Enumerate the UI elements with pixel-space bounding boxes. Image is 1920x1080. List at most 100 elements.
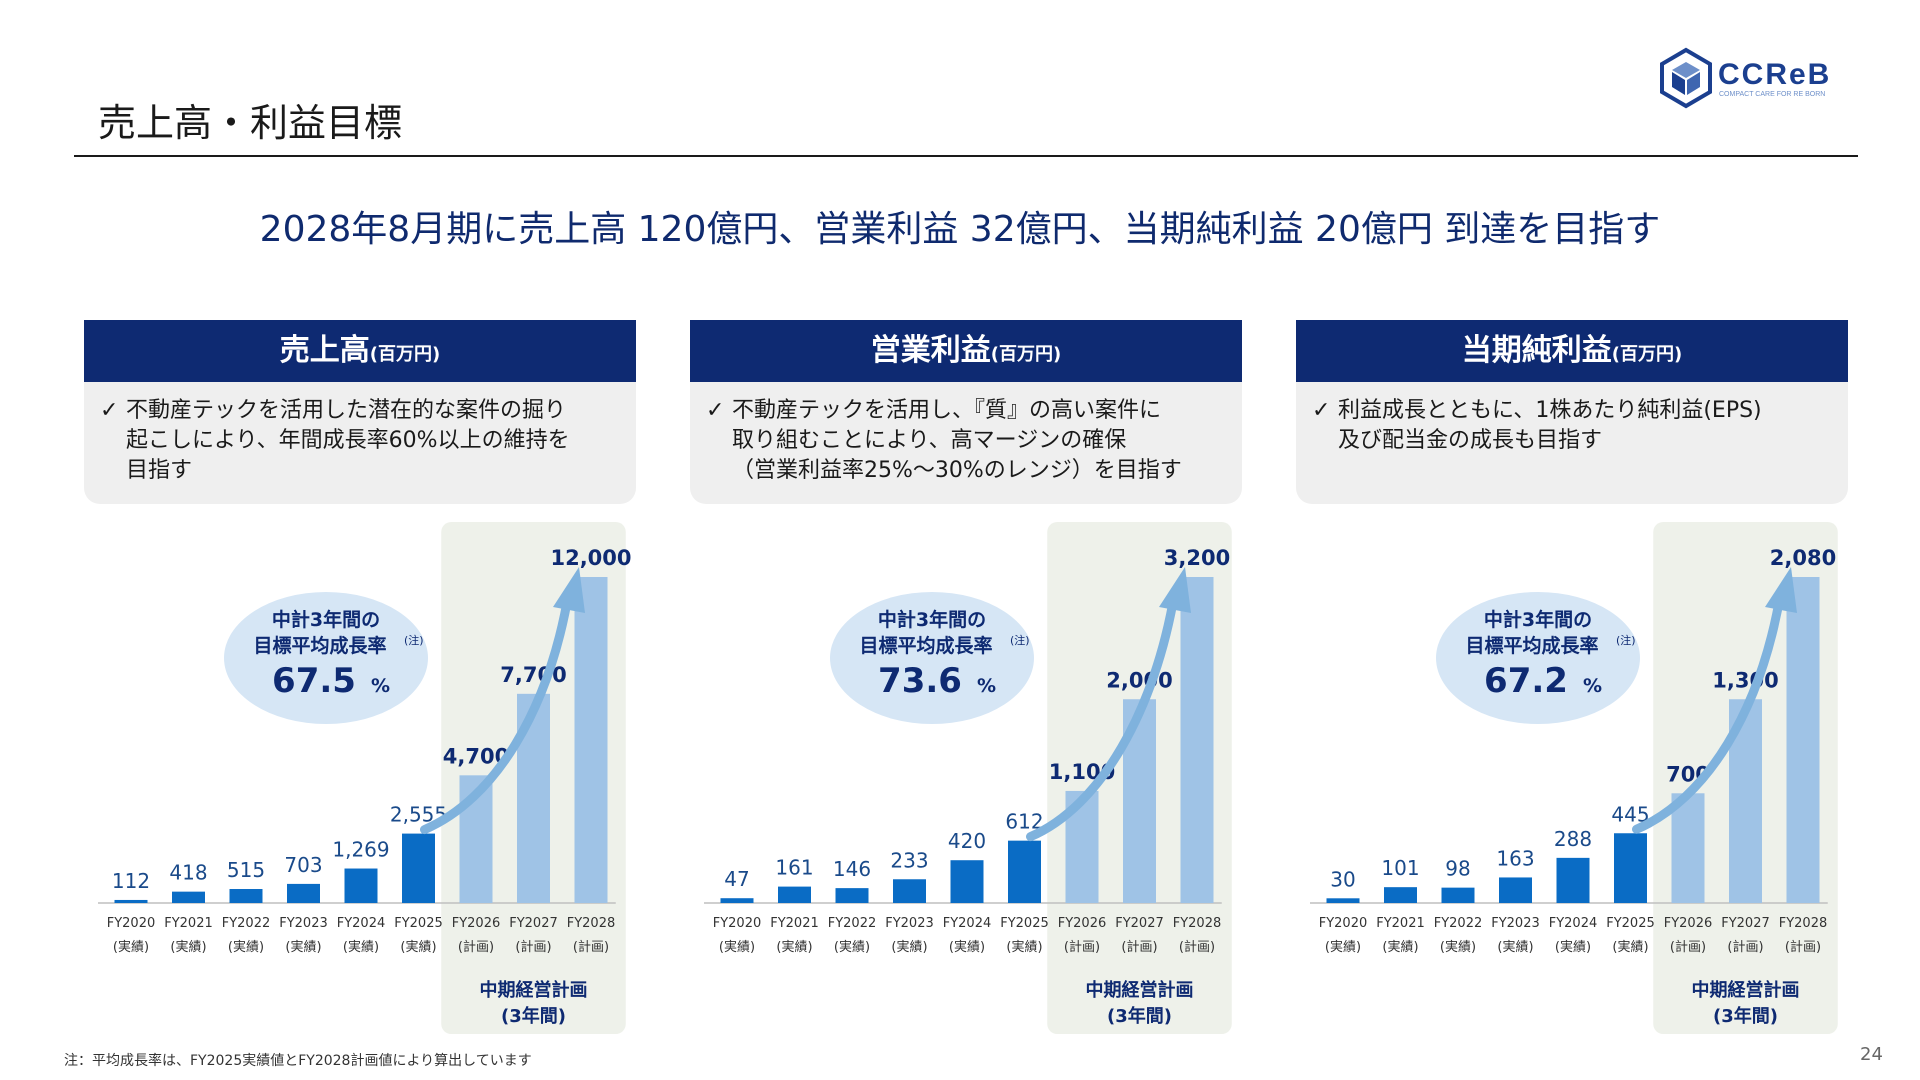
plan-band-sublabel: (3年間) [1107,1005,1172,1027]
checkmark-icon: ✓ [100,398,119,423]
panel-sales: 売上高(百万円) ✓ 不動産テックを活用した潜在的な案件の掘り 起こしにより、年間… [84,320,636,504]
data-label: 30 [1330,867,1355,891]
panel-note-text: 不動産テックを活用した潜在的な案件の掘り 起こしにより、年間成長率60%以上の維… [126,398,570,483]
panel-note: ✓ 不動産テックを活用し、『質』の高い案件に 取り組むことにより、高マージンの確保… [690,382,1242,504]
data-label: 1,269 [332,838,389,862]
panel-heading-label: 当期純利益 [1461,333,1612,368]
x-tick-sublabel: (計画) [1785,939,1821,955]
cagr-unit: % [371,675,390,697]
footnote: 注：平均成長率は、FY2025実績値とFY2028計画値により算出しています [64,1053,532,1069]
panel-heading-label: 売上高 [279,333,370,368]
panel-note-text: 不動産テックを活用し、『質』の高い案件に 取り組むことにより、高マージンの確保 … [732,398,1182,483]
plan-band-sublabel: (3年間) [501,1005,566,1027]
plan-band-label: 中期経営計画 [480,979,588,1001]
x-tick-sublabel: (実績) [1325,939,1361,955]
x-tick-label: FY2024 [337,916,386,931]
x-tick-label: FY2028 [1779,916,1828,931]
logo-wordmark: CCReB [1718,58,1831,91]
x-tick-sublabel: (計画) [458,939,494,955]
data-label: 3,200 [1164,546,1230,570]
company-logo: CCReB COMPACT CARE FOR RE BORN [1660,47,1831,109]
x-tick-label: FY2025 [394,916,443,931]
x-tick-label: FY2023 [279,916,328,931]
cagr-note-mark: (注) [1616,633,1636,647]
x-tick-label: FY2026 [452,916,501,931]
x-tick-label: FY2022 [828,916,877,931]
data-label: 288 [1554,827,1592,851]
x-tick-label: FY2023 [1491,916,1540,931]
x-tick-label: FY2024 [1549,916,1598,931]
growth-arrow-head [1765,567,1797,613]
data-label: 2,080 [1770,546,1836,570]
cagr-bubble [224,592,428,724]
data-label: 112 [112,869,150,893]
x-tick-sublabel: (実績) [719,939,755,955]
bar-fy2023 [1499,877,1532,903]
bar-fy2022 [1441,887,1475,903]
bar-fy2022 [229,889,263,903]
x-tick-sublabel: (実績) [343,939,379,955]
panel-note-text: 利益成長とともに、1株あたり純利益(EPS) 及び配当金の成長も目指す [1338,398,1762,453]
x-tick-label: FY2022 [1434,916,1483,931]
page-title: 売上高・利益目標 [98,101,403,145]
x-tick-label: FY2025 [1606,916,1655,931]
x-tick-label: FY2021 [770,916,819,931]
x-tick-sublabel: (実績) [1612,939,1648,955]
bar-fy2021 [778,886,811,903]
cagr-label-line2: 目標平均成長率 [859,634,992,657]
x-tick-sublabel: (計画) [1179,939,1215,955]
bar-fy2025 [1008,840,1041,903]
cagr-unit: % [977,675,996,697]
cagr-value: 73.6 [878,661,962,701]
x-tick-label: FY2022 [222,916,271,931]
x-tick-label: FY2023 [885,916,934,931]
x-tick-sublabel: (実績) [949,939,985,955]
x-tick-sublabel: (実績) [776,939,812,955]
page-number: 24 [1860,1044,1883,1065]
data-label: 161 [775,856,813,880]
growth-arrow-shaft [420,586,574,835]
x-tick-label: FY2021 [164,916,213,931]
x-tick-label: FY2027 [1721,916,1770,931]
data-label: 515 [227,858,265,882]
cagr-label-line2: 目標平均成長率 [253,634,386,657]
data-label: 146 [833,857,871,881]
bar-fy2028 [574,577,608,903]
bar-fy2020 [720,898,754,903]
bar-fy2024 [344,868,378,903]
bar-fy2021 [172,891,205,903]
cagr-bubble [830,592,1034,724]
cagr-note-mark: (注) [1010,633,1030,647]
x-tick-sublabel: (計画) [1727,939,1763,955]
x-tick-label: FY2020 [1319,916,1368,931]
x-tick-label: FY2020 [107,916,156,931]
bar-fy2020 [1326,898,1360,903]
cagr-value: 67.5 [272,661,356,701]
data-label: 101 [1381,856,1419,880]
bar-fy2024 [950,860,984,903]
x-tick-sublabel: (実績) [1555,939,1591,955]
bar-fy2028 [1786,577,1820,903]
panel-heading: 売上高(百万円) [84,320,636,382]
data-label: 233 [890,848,928,872]
data-label: 420 [948,829,986,853]
bar-fy2023 [287,883,320,903]
x-tick-label: FY2025 [1000,916,1049,931]
x-tick-label: FY2024 [943,916,992,931]
x-tick-sublabel: (計画) [1121,939,1157,955]
x-tick-sublabel: (実績) [400,939,436,955]
bar-fy2026 [1671,793,1705,903]
bar-fy2025 [1614,833,1647,903]
data-label: 7,700 [500,663,566,687]
x-tick-sublabel: (実績) [891,939,927,955]
bar-fy2028 [1180,577,1214,903]
x-tick-sublabel: (実績) [113,939,149,955]
growth-arrow-shaft [1026,586,1180,842]
data-label: 2,000 [1106,668,1172,692]
panel-heading: 営業利益(百万円) [690,320,1242,382]
x-tick-sublabel: (実績) [1006,939,1042,955]
x-tick-sublabel: (計画) [515,939,551,955]
checkmark-icon: ✓ [706,398,725,423]
plan-band-label: 中期経営計画 [1086,979,1194,1001]
